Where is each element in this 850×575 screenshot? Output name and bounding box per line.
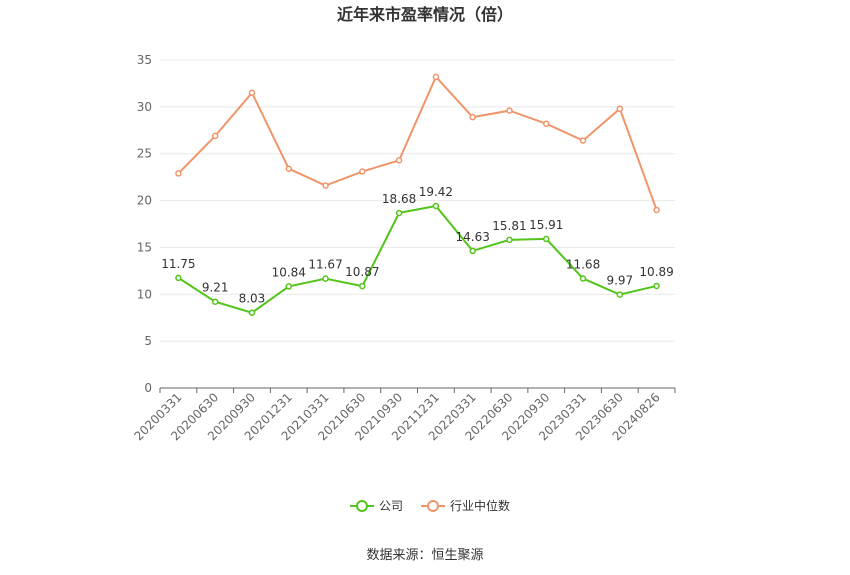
- data-point: [285, 283, 292, 290]
- y-tick-label: 10: [137, 287, 152, 301]
- data-point: [469, 113, 476, 121]
- data-label: 14.63: [455, 230, 489, 244]
- data-label: 10.87: [345, 265, 379, 279]
- data-point: [359, 168, 366, 175]
- source-note: 数据来源：恒生聚源: [366, 548, 483, 563]
- data-point: [616, 291, 624, 298]
- data-point: [653, 206, 660, 214]
- data-point: [211, 298, 219, 305]
- y-tick-label: 30: [137, 100, 152, 114]
- legend-label: 公司: [379, 499, 403, 513]
- data-point: [248, 309, 256, 316]
- series-line: [177, 204, 657, 314]
- data-point: [175, 274, 182, 282]
- legend-item[interactable]: 行业中位数: [421, 498, 510, 513]
- x-axis: 2020033120200630202009302020123120210331…: [131, 387, 676, 443]
- y-axis: 0 5 10 15 20 25 30 35: [137, 53, 152, 395]
- data-point: [469, 247, 476, 255]
- data-point: [395, 157, 403, 164]
- data-label: 18.68: [382, 192, 416, 206]
- data-label: 8.03: [239, 292, 266, 306]
- data-label: 10.89: [639, 265, 673, 279]
- legend-marker-icon: [356, 500, 368, 512]
- y-tick-label: 25: [137, 147, 152, 161]
- data-point: [322, 275, 329, 282]
- data-label: 19.42: [419, 185, 453, 199]
- data-point: [432, 202, 440, 210]
- y-tick-label: 15: [137, 240, 152, 254]
- data-label: 9.97: [606, 274, 633, 288]
- data-label: 11.68: [566, 258, 600, 272]
- series-line: [177, 75, 658, 211]
- data-label: 11.75: [161, 257, 195, 271]
- data-point: [506, 107, 513, 114]
- grid: [160, 59, 675, 342]
- legend[interactable]: 公司 行业中位数: [350, 498, 510, 513]
- data-point: [395, 209, 403, 217]
- data-point: [322, 182, 329, 189]
- y-tick-label: 5: [144, 334, 152, 348]
- data-label: 15.81: [492, 219, 526, 233]
- data-label: 11.67: [308, 258, 342, 272]
- y-tick-label: 35: [137, 53, 152, 67]
- data-point: [543, 120, 550, 127]
- data-point: [616, 105, 624, 112]
- chart-title: 近年来市盈率情况（倍）: [337, 5, 513, 24]
- legend-marker-icon: [427, 500, 439, 512]
- y-tick-label: 0: [144, 381, 152, 395]
- legend-item[interactable]: 公司: [350, 499, 403, 513]
- data-point: [175, 170, 182, 177]
- data-point: [248, 89, 256, 97]
- data-point: [359, 282, 366, 290]
- data-label: 15.91: [529, 218, 563, 232]
- data-point: [285, 165, 292, 172]
- data-point: [579, 137, 587, 144]
- data-label: 10.84: [272, 265, 306, 279]
- data-point: [211, 132, 219, 140]
- data-point: [432, 73, 440, 81]
- y-tick-label: 20: [137, 194, 152, 208]
- data-point: [579, 275, 587, 282]
- legend-label: 行业中位数: [450, 498, 510, 513]
- data-point: [506, 236, 513, 244]
- data-label: 9.21: [202, 281, 229, 295]
- data-point: [543, 235, 550, 243]
- data-point: [653, 282, 660, 290]
